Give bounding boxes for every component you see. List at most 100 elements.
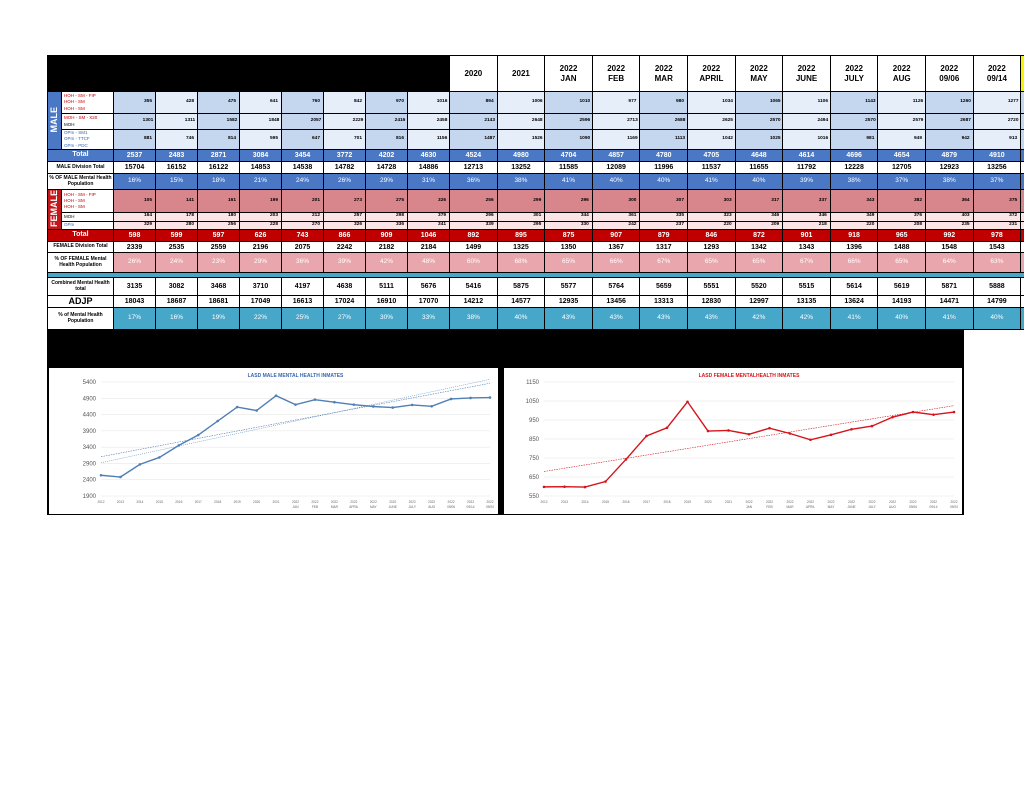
male-subtotal-cell: 1006 (496, 91, 546, 114)
female-total-cell: 909 (365, 229, 408, 242)
adp-cell: 13624 (829, 295, 879, 308)
male-pct-cell: 38% (925, 173, 974, 190)
male-pct-cell: 18% (197, 173, 240, 190)
y-tick-label: 2900 (83, 461, 97, 467)
male-subtotal-cell: 2720 (972, 113, 1022, 130)
female-total-cell: 895 (496, 229, 546, 242)
mh-pct-cell: 43% (544, 307, 593, 330)
x-tick-label-line2: JUNE (389, 505, 397, 509)
female-subtotal-value: 212 (311, 213, 320, 219)
female-subtotal-cell: 105 (113, 188, 156, 214)
data-point (410, 403, 414, 407)
male-total-cell: 2537 (113, 149, 156, 162)
male-subtotal-value: 942 (961, 136, 970, 142)
x-tick-label: 2012 (540, 500, 547, 504)
x-tick-label: 2022 (331, 500, 338, 504)
female-subtotal-value: 346 (771, 213, 780, 219)
column-header-period: 09/14 (986, 73, 1007, 83)
female-subtotal-cell: 403 (925, 212, 974, 222)
x-tick-label-line2: AUG (889, 505, 896, 509)
male-subtotal-cell: 1156 (406, 129, 451, 150)
data-point (216, 419, 219, 423)
adp-cell: 13135 (782, 295, 831, 308)
male-subtotal-value: 949 (913, 136, 922, 142)
data-point (313, 398, 317, 401)
female-subtotal-cell: 299 (496, 188, 546, 214)
male-subtotal-cell: 1025 (734, 129, 784, 150)
x-tick-label: 2022 (370, 500, 377, 504)
combined-cell: 5659 (639, 277, 689, 296)
female-subtotal-value: 228 (269, 221, 278, 227)
male-sublabel-line: HOH - SM (64, 105, 85, 111)
mh-pct-cell: 43% (639, 307, 689, 330)
column-header-period: 09/06 (939, 73, 960, 83)
male-subtotal-value: 641 (269, 99, 278, 105)
x-tick-label-line2: JAN (292, 505, 299, 509)
male-total-cell: 4696 (829, 149, 879, 162)
female-pct-label: % OF FEMALE Mental Health Population (47, 252, 114, 273)
male-subtotal-value: 2458 (436, 118, 448, 124)
female-subtotal-value: 346 (818, 213, 827, 219)
column-header: 2022 APRIL (687, 55, 736, 92)
mh-pct-cell: 41% (829, 307, 879, 330)
combined-cell: 5619 (877, 277, 926, 296)
male-subtotal-value: 1277 (1007, 99, 1019, 105)
female-division-cell: 2535 (155, 241, 198, 253)
male-division-cell: 12705 (877, 161, 926, 174)
data-point (809, 438, 812, 442)
female-subtotal-cell: 280 (155, 220, 198, 231)
x-tick-label-line2: 09/14 (467, 505, 475, 509)
female-subtotal-value: 336 (395, 221, 404, 227)
female-division-cell: 2242 (323, 241, 366, 253)
female-subtotal-cell: 379 (406, 212, 451, 222)
y-tick-label: 550 (529, 494, 540, 500)
female-subtotal-cell: 372 (972, 212, 1022, 222)
female-subtotal-value: 105 (143, 197, 152, 203)
female-subtotal-value: 218 (818, 221, 827, 227)
male-subtotal-value: 1010 (579, 99, 591, 105)
column-header: 2022 MAY (734, 55, 784, 92)
female-division-cell: 2184 (406, 241, 451, 253)
male-subtotal-value: 1126 (912, 99, 924, 105)
male-subtotal-cell: 1848 (239, 113, 282, 130)
female-subtotal-cell: 231 (972, 220, 1022, 231)
column-header-year: 2022 (892, 63, 911, 73)
female-total-cell: 626 (239, 229, 282, 242)
male-subtotal-value: 647 (311, 136, 320, 142)
data-point (645, 434, 648, 438)
column-header-period: AUG (892, 73, 911, 83)
female-subtotal-value: 326 (353, 221, 362, 227)
combined-cell: 5520 (734, 277, 784, 296)
female-division-cell: 1293 (687, 241, 736, 253)
combined-cell: 3135 (113, 277, 156, 296)
data-point (747, 432, 751, 436)
adp-cell: 12935 (544, 295, 593, 308)
adp-cell: 17070 (406, 295, 451, 308)
y-tick-label: 650 (529, 475, 540, 481)
column-header: 2022 JUNE (782, 55, 831, 92)
combined-cell: 5888 (972, 277, 1022, 296)
data-point (932, 413, 935, 416)
female-division-cell: 2182 (365, 241, 408, 253)
column-header: 2022 FEB (591, 55, 641, 92)
data-point (870, 424, 874, 428)
male-subtotal-value: 814 (227, 136, 236, 142)
male-subtotal-cell: 647 (281, 129, 324, 150)
x-tick-label: 2022 (868, 500, 875, 504)
mh-pct-cell: 43% (591, 307, 641, 330)
male-subtotal-value: 970 (395, 99, 404, 105)
female-division-cell: 2339 (113, 241, 156, 253)
x-tick-label: 2022 (889, 500, 896, 504)
female-subtotal-cell: 228 (239, 220, 282, 231)
female-subtotal-cell: 329 (113, 220, 156, 231)
female-subtotal-cell: 220 (829, 220, 879, 231)
x-tick-label: 2022 (486, 500, 493, 504)
male-division-cell: 12228 (829, 161, 879, 174)
mh-pct-cell: 42% (734, 307, 784, 330)
female-subtotal-value: 301 (533, 213, 542, 219)
female-sublabel-line: OPm (64, 222, 75, 228)
male-subtotal-cell: 1260 (925, 91, 974, 114)
male-subtotal-cell: 1126 (877, 91, 926, 114)
female-division-cell: 1548 (925, 241, 974, 253)
combined-cell: 5577 (544, 277, 593, 296)
